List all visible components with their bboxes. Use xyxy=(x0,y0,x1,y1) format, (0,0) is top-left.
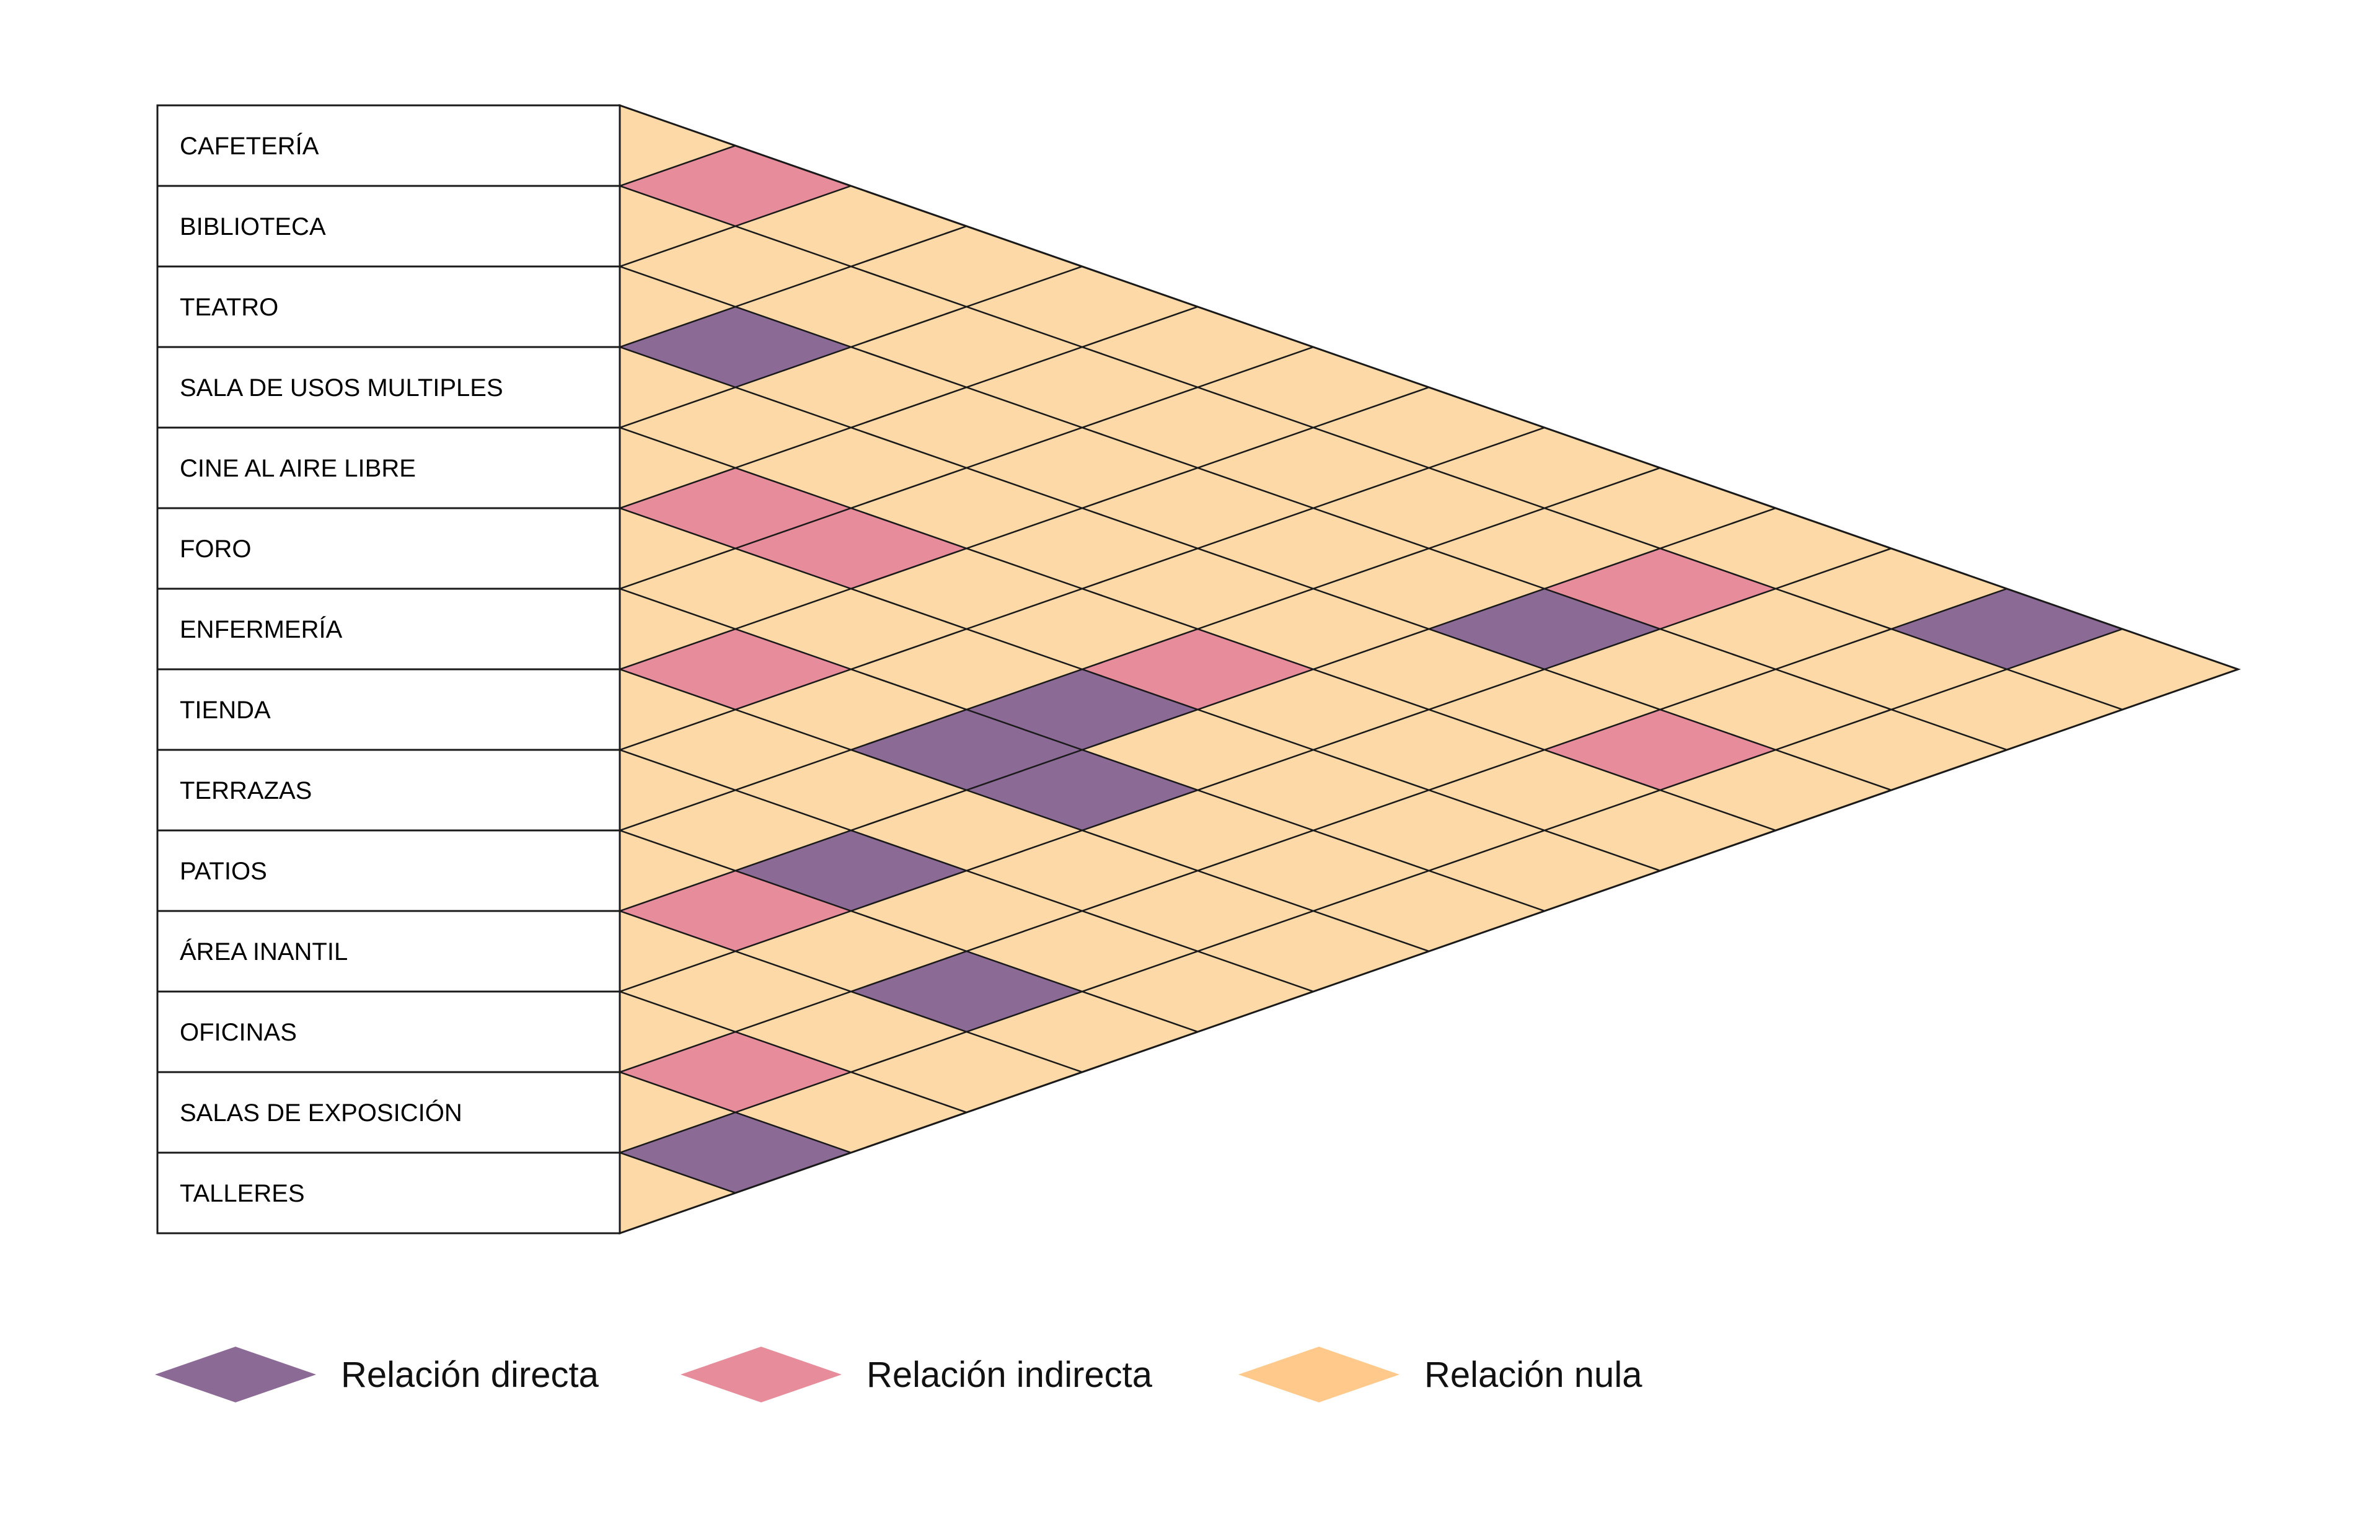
row-label: ÁREA INANTIL xyxy=(180,938,348,966)
row-label: SALA DE USOS MULTIPLES xyxy=(180,374,503,402)
matrix-outline xyxy=(619,103,2241,1235)
legend-swatch-nula xyxy=(1238,1347,1399,1402)
legend-swatch-directa xyxy=(155,1347,316,1402)
space-label-column: CAFETERÍA BIBLIOTECA TEATRO SALA DE USOS MU… xyxy=(156,104,621,1234)
relation-cells xyxy=(619,103,2241,1235)
row-label: FORO xyxy=(180,535,252,563)
row-label: SALAS DE EXPOSICIÓN xyxy=(180,1099,462,1127)
row-label: TEATRO xyxy=(180,294,278,321)
row-label: TALLERES xyxy=(180,1180,305,1207)
row-label: PATIOS xyxy=(180,858,267,885)
row-label: TIENDA xyxy=(180,697,271,724)
legend-swatch-indirecta xyxy=(681,1347,842,1402)
legend-label-directa: Relación directa xyxy=(341,1355,599,1395)
row-label: CINE AL AIRE LIBRE xyxy=(180,455,416,482)
row-label: OFICINAS xyxy=(180,1019,297,1046)
legend-label-indirecta: Relación indirecta xyxy=(866,1355,1153,1395)
row-label: ENFERMERÍA xyxy=(180,615,343,643)
row-label: BIBLIOTECA xyxy=(180,213,326,240)
row-label: CAFETERÍA xyxy=(180,132,319,160)
legend: Relación directa Relación indirecta Relaci… xyxy=(155,1347,1642,1402)
row-label: TERRAZAS xyxy=(180,777,312,804)
legend-label-nula: Relación nula xyxy=(1424,1355,1642,1395)
